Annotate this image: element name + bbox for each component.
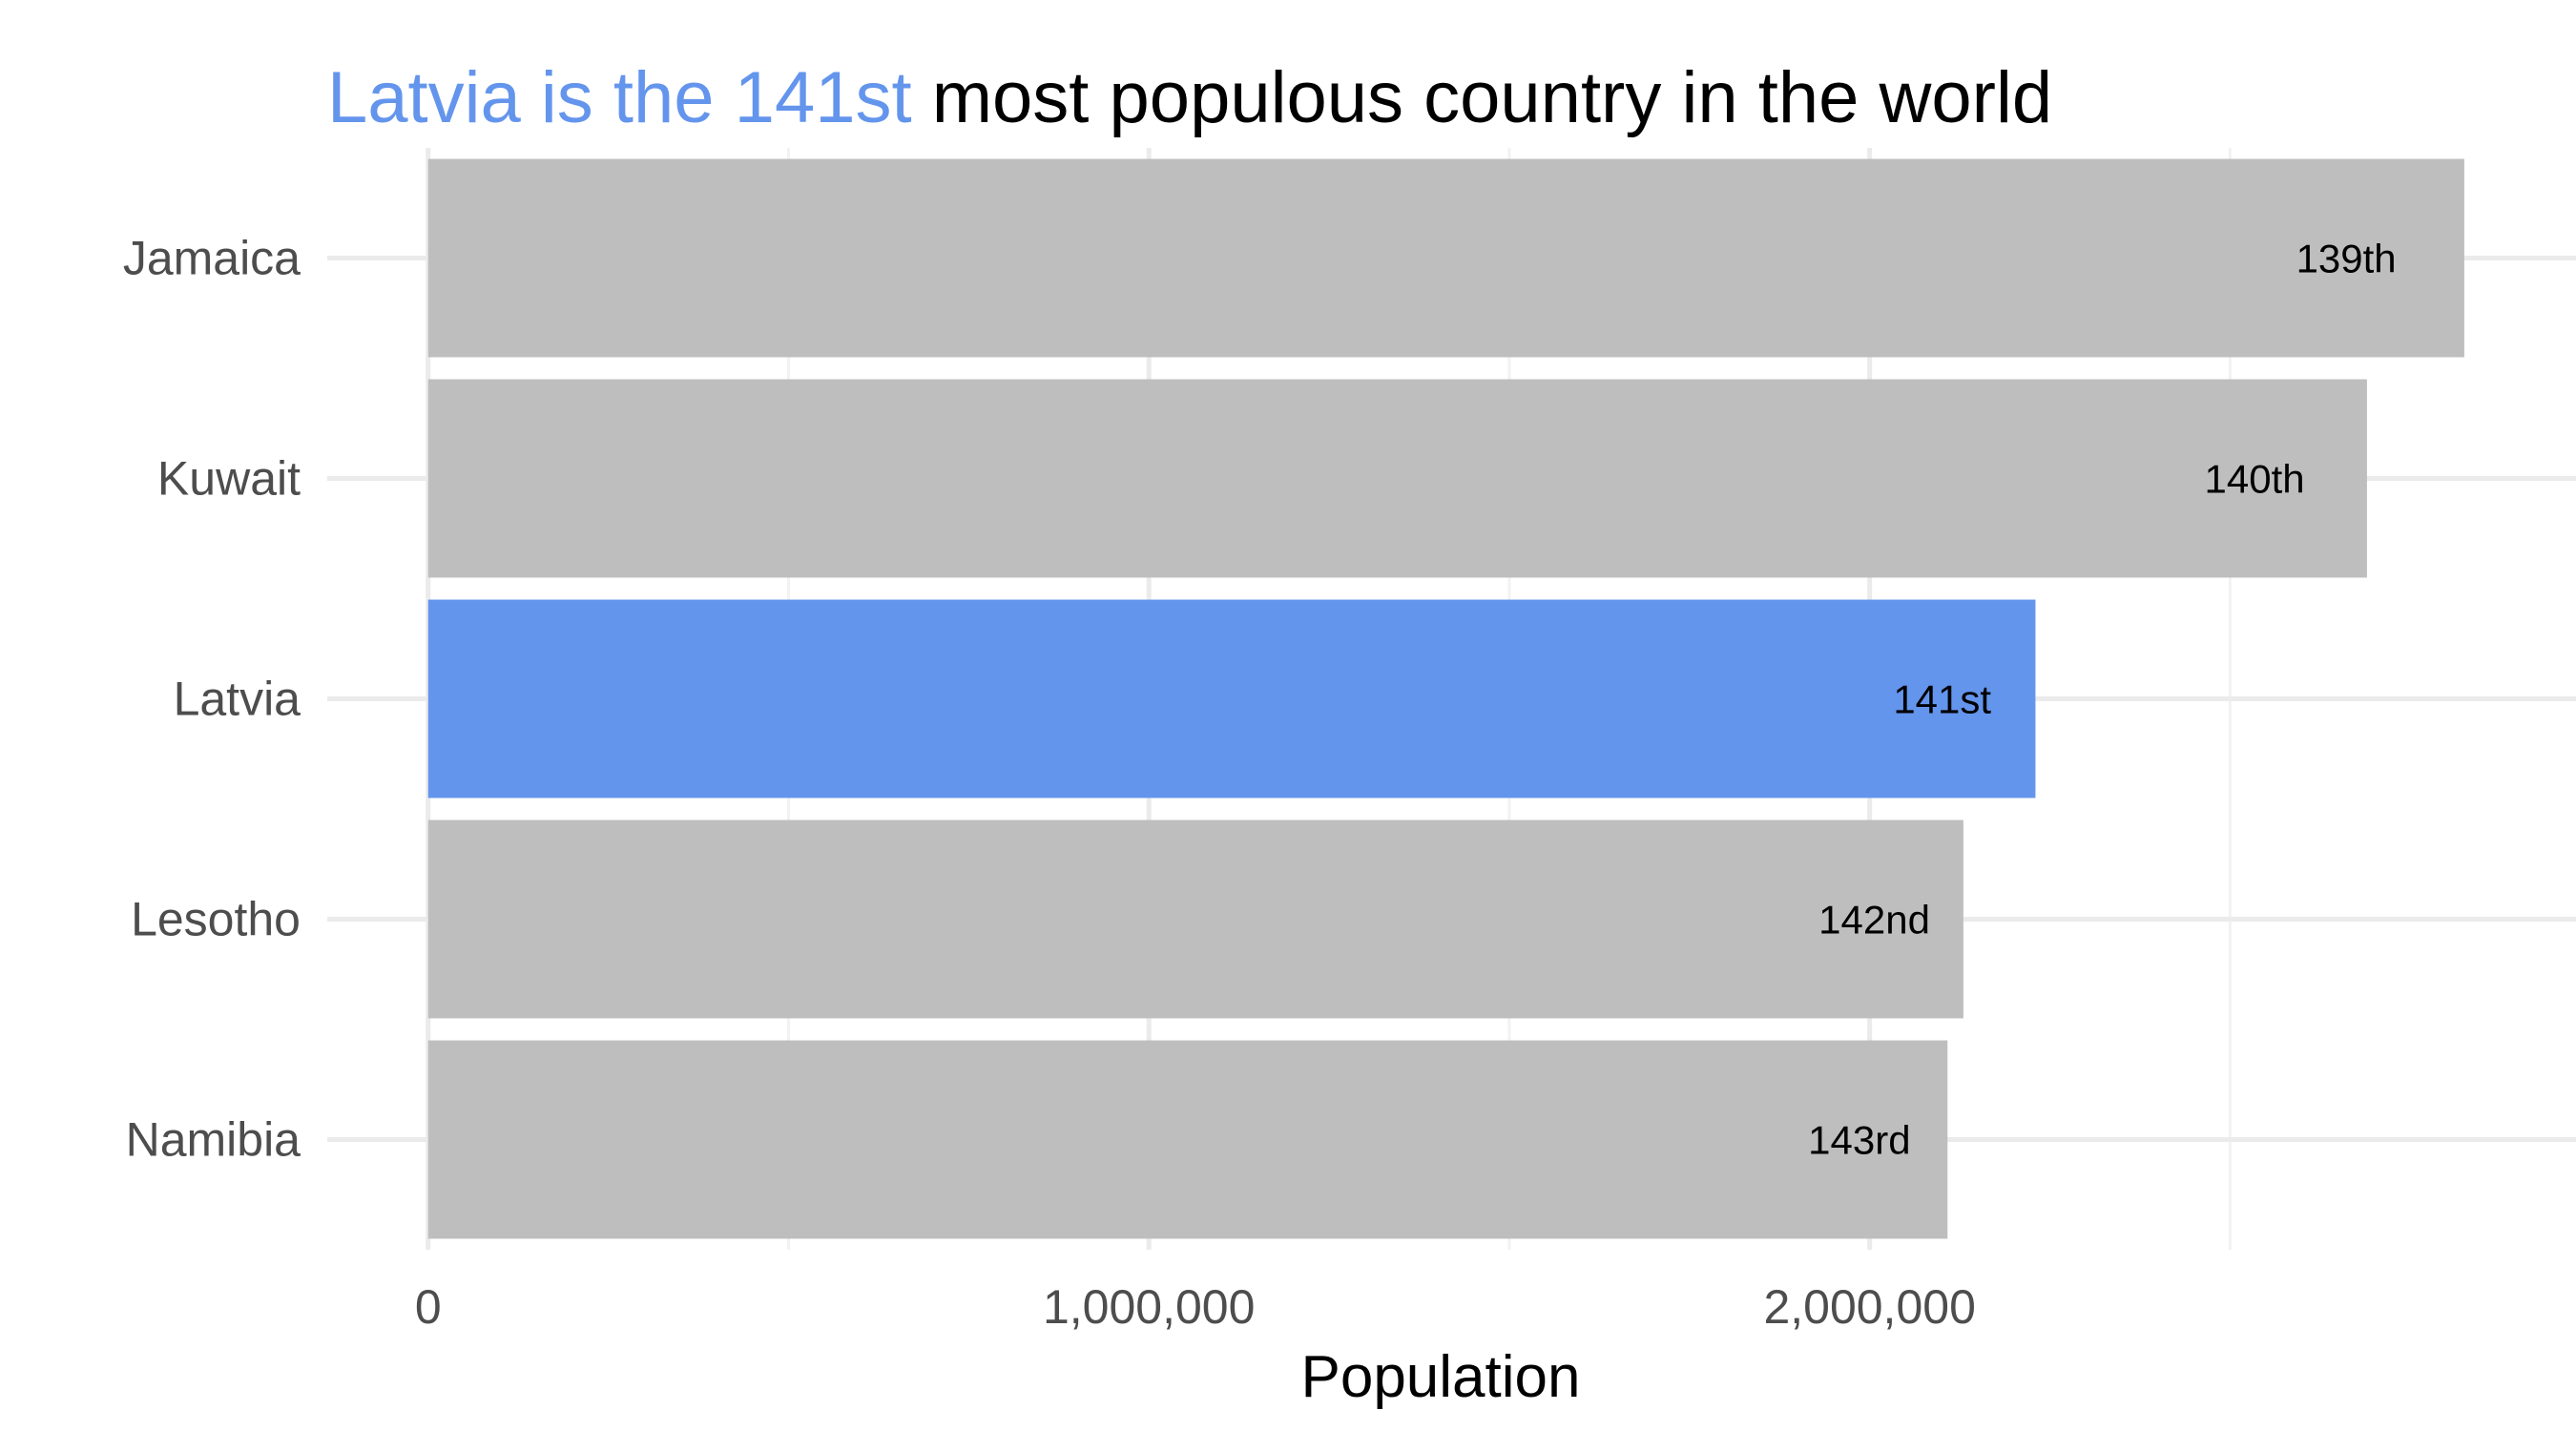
bar-jamaica: [427, 158, 2464, 358]
y-tick-label-jamaica: Jamaica: [123, 232, 301, 285]
chart-title: Latvia is the 141st most populous countr…: [327, 57, 2052, 138]
x-axis-tick-labels: 0 1,000,000 2,000,000: [415, 1280, 1976, 1334]
bar-label-latvia: 141st: [1893, 677, 1991, 722]
x-tick-label: 0: [415, 1280, 442, 1334]
x-tick-label: 1,000,000: [1043, 1280, 1255, 1334]
x-tick-label: 2,000,000: [1763, 1280, 1975, 1334]
bars: [427, 158, 2464, 1239]
bar-label-lesotho: 142nd: [1818, 898, 1930, 943]
chart-title-highlight: Latvia is the 141st: [327, 57, 912, 138]
bar-label-kuwait: 140th: [2205, 457, 2305, 502]
bar-label-jamaica: 139th: [2296, 237, 2397, 281]
y-tick-label-kuwait: Kuwait: [157, 452, 301, 506]
y-tick-label-namibia: Namibia: [126, 1113, 301, 1167]
bar-kuwait: [427, 379, 2367, 578]
y-tick-label-lesotho: Lesotho: [131, 893, 301, 946]
chart-title-rest: most populous country in the world: [912, 57, 2053, 138]
bar-lesotho: [427, 819, 1963, 1019]
y-tick-label-latvia: Latvia: [174, 673, 301, 726]
bar-label-namibia: 143rd: [1808, 1118, 1910, 1163]
bar-namibia: [427, 1040, 1948, 1239]
y-axis-tick-labels: Jamaica Kuwait Latvia Lesotho Namibia: [123, 232, 301, 1167]
x-axis-title: Population: [1300, 1344, 1580, 1410]
bar-latvia: [427, 599, 2036, 798]
bar-labels: 139th 140th 141st 142nd 143rd: [1808, 237, 2397, 1163]
